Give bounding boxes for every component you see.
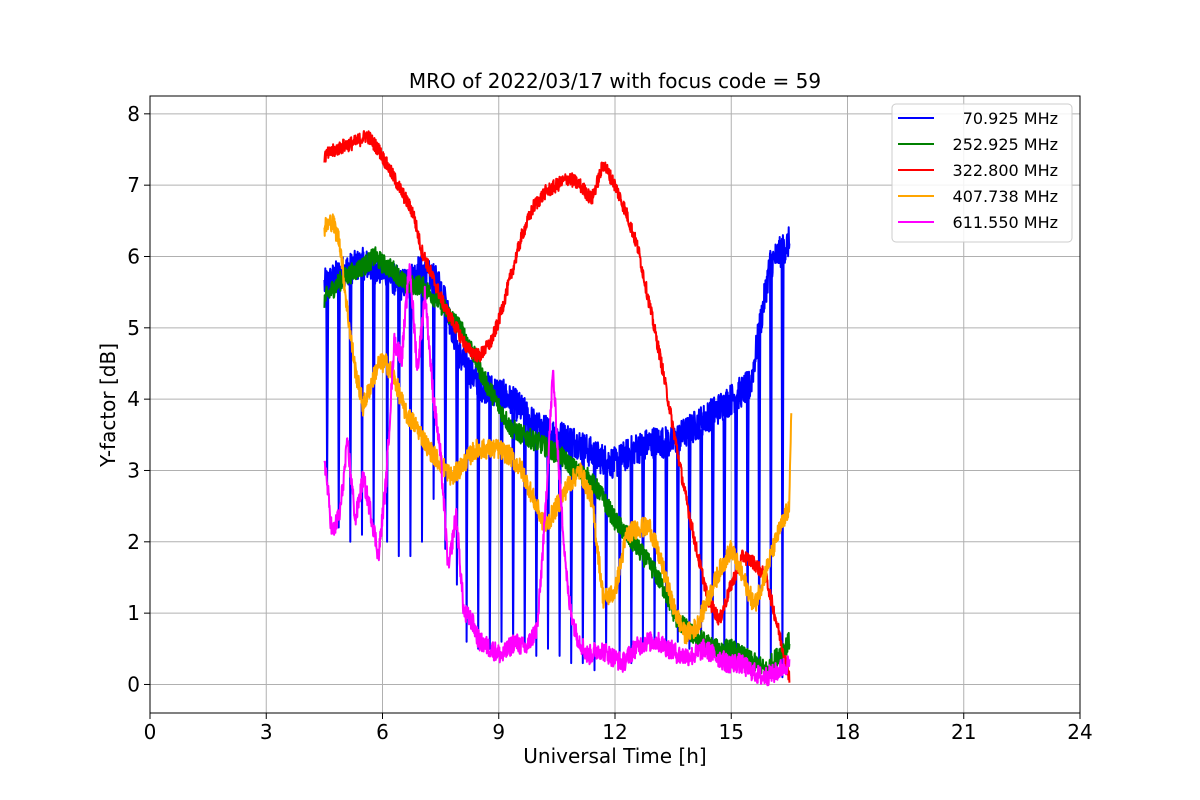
y-tick-label: 3 xyxy=(127,458,140,482)
legend: 70.925 MHz 252.925 MHz 322.800 MHz 407.738 … xyxy=(891,103,1073,243)
x-tick-label: 18 xyxy=(835,720,860,744)
series-line-4 xyxy=(323,263,791,687)
legend-box xyxy=(891,103,1073,243)
x-tick-label: 24 xyxy=(1067,720,1092,744)
x-tick-label: 3 xyxy=(260,720,273,744)
y-tick-label: 1 xyxy=(127,601,140,625)
x-tick-label: 0 xyxy=(144,720,157,744)
series-line-2 xyxy=(323,130,791,683)
x-tick-label: 21 xyxy=(951,720,976,744)
legend-label: 322.800 MHz xyxy=(953,161,1058,180)
y-tick-label: 8 xyxy=(127,102,140,126)
legend-label: 252.925 MHz xyxy=(953,135,1058,154)
x-tick-label: 15 xyxy=(719,720,744,744)
x-axis: 0 3 6 9 12 15 18 21 24 xyxy=(144,713,1093,744)
series-line-3 xyxy=(323,213,793,645)
series-layer xyxy=(323,130,793,687)
legend-label: 407.738 MHz xyxy=(953,187,1058,206)
y-tick-label: 6 xyxy=(127,244,140,268)
chart-title: MRO of 2022/03/17 with focus code = 59 xyxy=(409,69,821,93)
y-axis: 0 1 2 3 4 5 6 7 8 xyxy=(127,102,150,696)
x-tick-label: 12 xyxy=(602,720,627,744)
legend-label: 70.925 MHz xyxy=(963,109,1058,128)
legend-label: 611.550 MHz xyxy=(953,213,1058,232)
y-tick-label: 0 xyxy=(127,672,140,696)
x-tick-label: 6 xyxy=(376,720,389,744)
y-tick-label: 2 xyxy=(127,530,140,554)
y-tick-label: 7 xyxy=(127,173,140,197)
y-tick-label: 4 xyxy=(127,387,140,411)
x-tick-label: 9 xyxy=(492,720,505,744)
y-tick-label: 5 xyxy=(127,316,140,340)
y-axis-label: Y-factor [dB] xyxy=(96,343,120,468)
x-axis-label: Universal Time [h] xyxy=(523,744,706,768)
